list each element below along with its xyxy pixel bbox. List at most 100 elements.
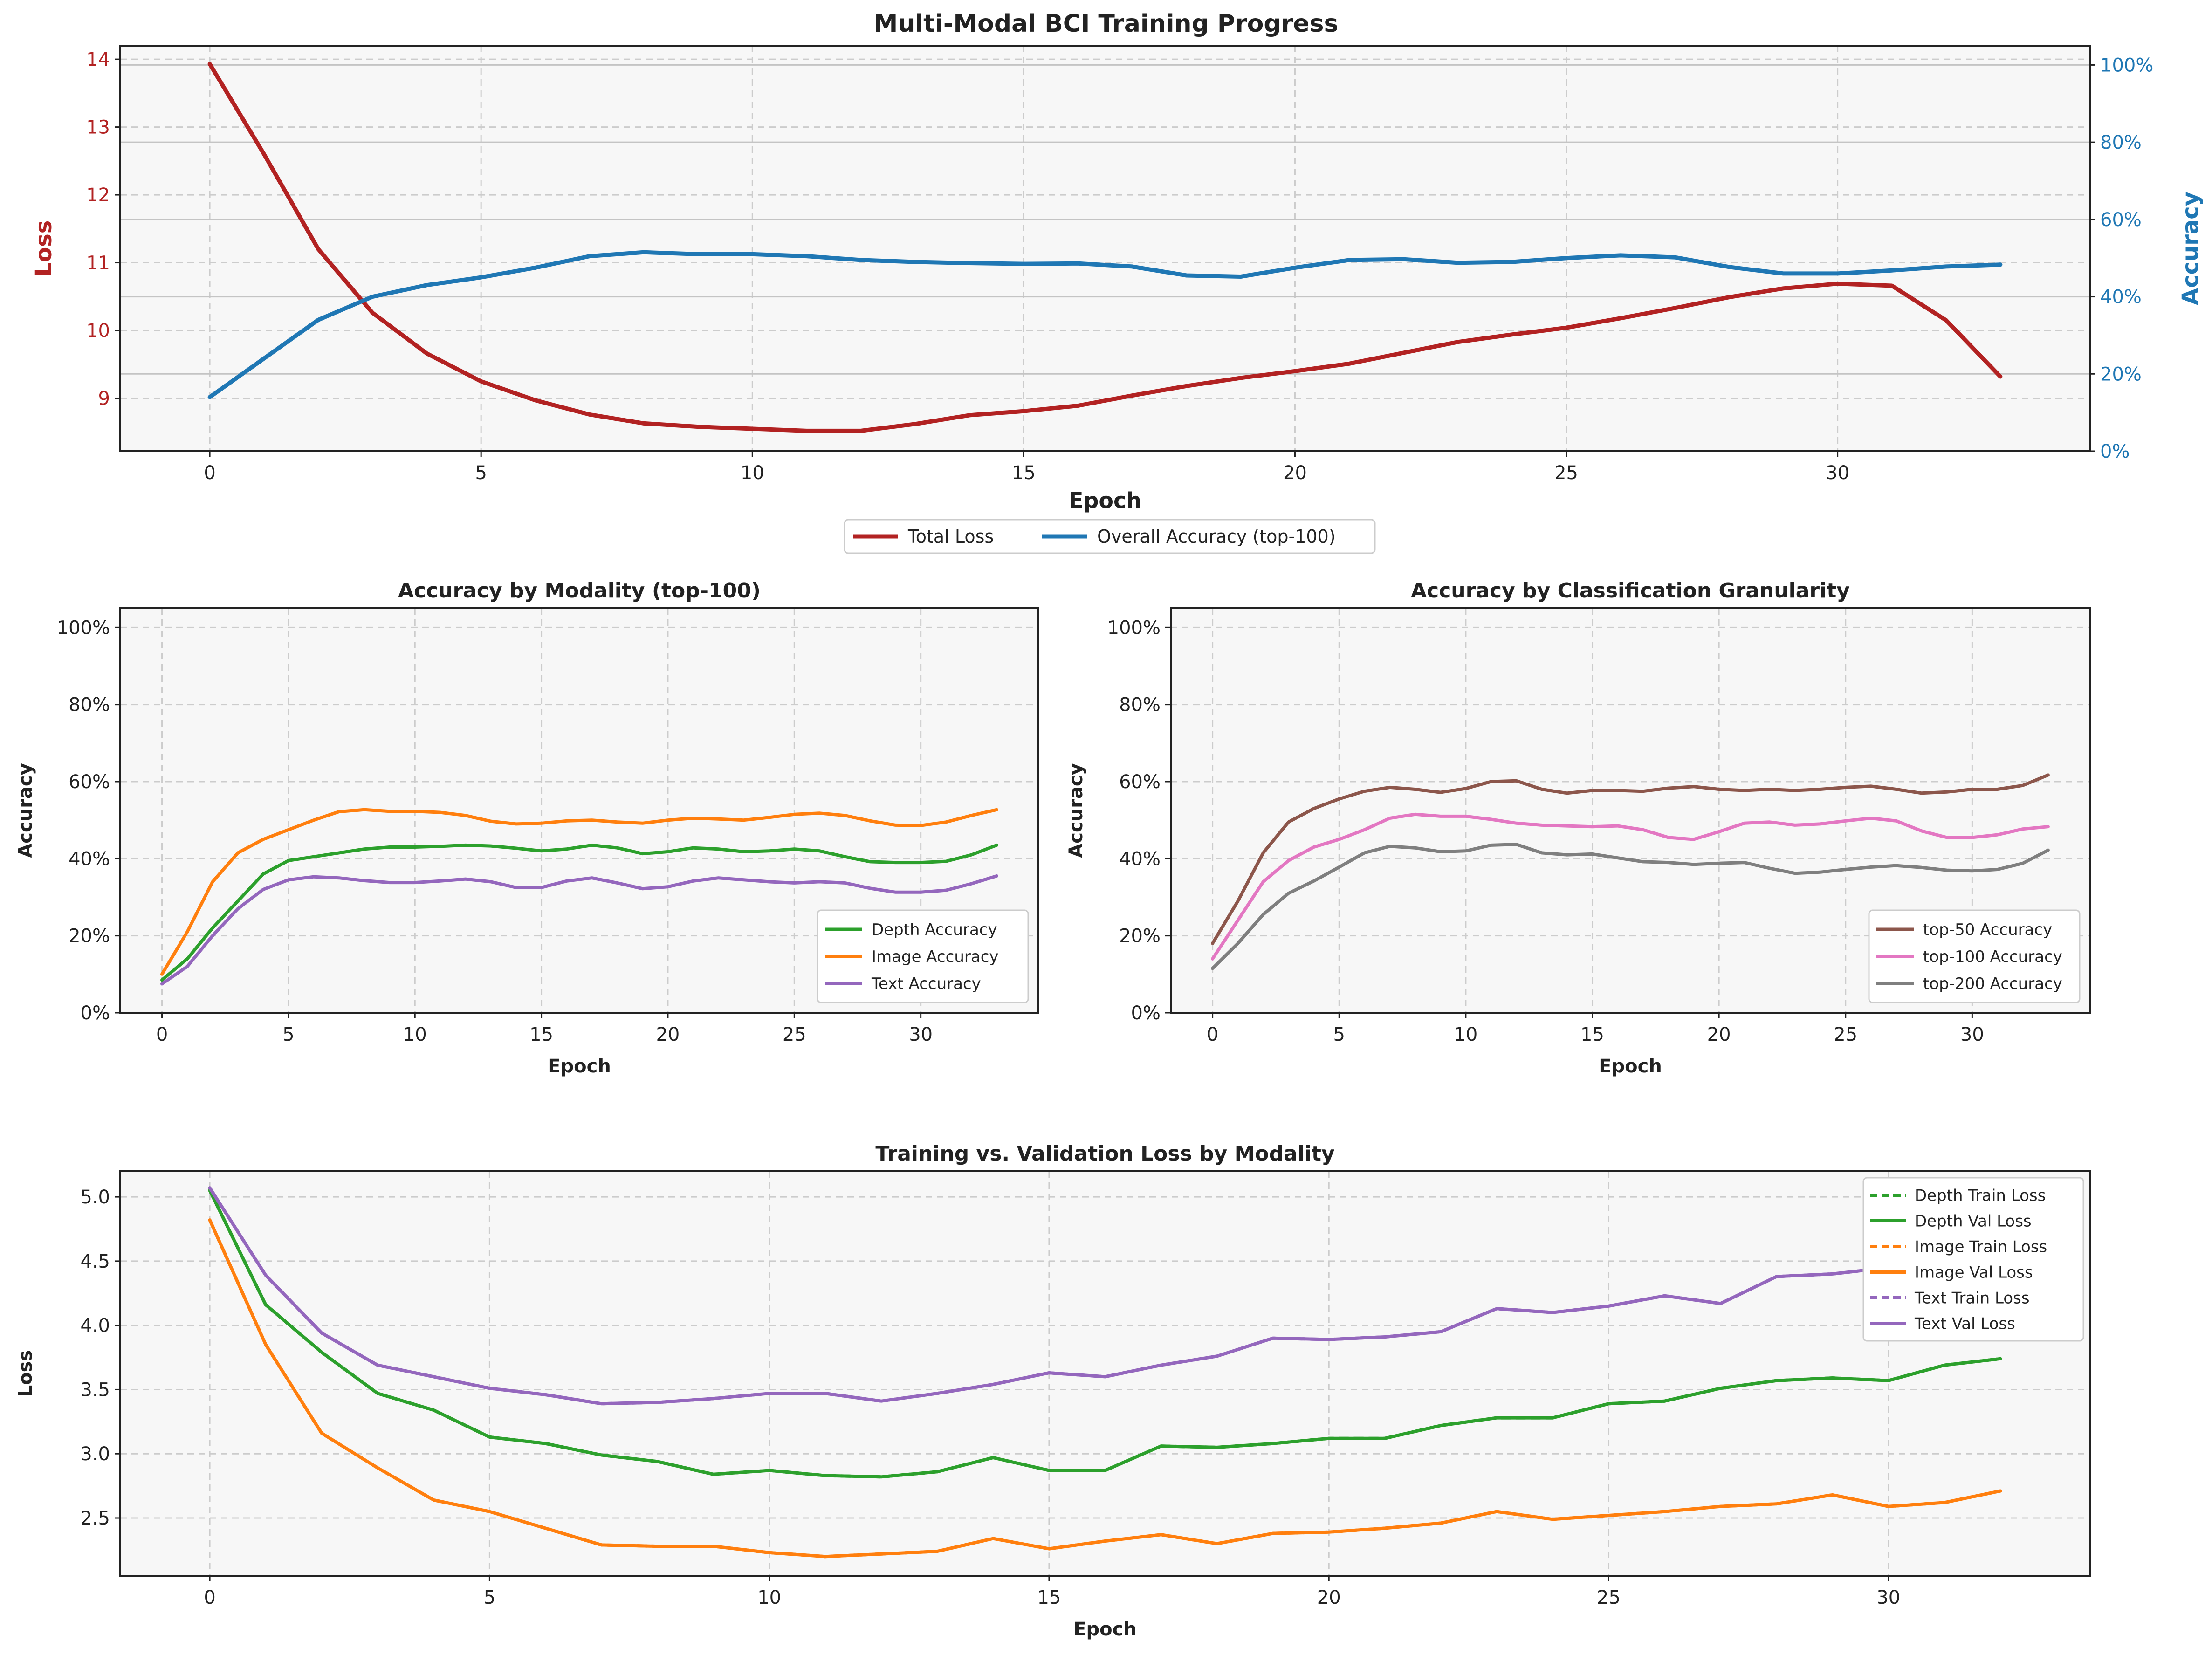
plot-frame xyxy=(119,45,2091,452)
legend-box xyxy=(844,519,1376,554)
charts: 0 5 10 15 20 25 30910111213140%20%40%60%80%100… xyxy=(15,45,2204,1640)
x-tick-label: 5 xyxy=(475,462,487,484)
x-tick-label: 30 xyxy=(909,1024,933,1045)
series-line-depth-val-loss xyxy=(208,1188,2002,1479)
legend-label-top-200-accuracy: top-200 Accuracy xyxy=(1923,975,2062,993)
x-tick-label: 20 xyxy=(1283,462,1307,484)
plot-frame xyxy=(1170,607,2091,1014)
legend-box xyxy=(1868,909,2081,1003)
x-tick-label: 10 xyxy=(741,462,764,484)
chart-title: Accuracy by Classification Granularity xyxy=(1411,579,1850,603)
x-tick-label: 25 xyxy=(1834,1024,1857,1045)
y-tick-label: 13 xyxy=(86,117,110,138)
x-tick-label: 0 xyxy=(204,462,215,484)
legend: Depth Train Loss Depth Val Loss Image Trai… xyxy=(1862,1177,2084,1342)
legend-label-image-train-loss: Image Train Loss xyxy=(1915,1238,2047,1257)
y-tick-label: 20% xyxy=(69,926,110,947)
x-tick-label: 10 xyxy=(403,1024,427,1045)
legend-label-image-val-loss: Image Val Loss xyxy=(1915,1264,2033,1282)
x-tick-label: 30 xyxy=(1960,1024,1984,1045)
y-tick-label: 14 xyxy=(86,49,110,70)
y-tick-label: 12 xyxy=(86,185,110,206)
chart-title: Accuracy by Modality (top-100) xyxy=(398,579,761,603)
right-y-tick-label: 60% xyxy=(2100,209,2142,231)
series-line-image-accuracy xyxy=(160,808,998,976)
legend-label-text-train-loss: Text Train Loss xyxy=(1914,1289,2030,1308)
x-tick-label: 0 xyxy=(156,1024,168,1045)
legend-label-depth-train-loss: Depth Train Loss xyxy=(1915,1187,2046,1205)
series-line-total-loss xyxy=(207,62,2003,433)
y-tick-label: 9 xyxy=(98,388,110,410)
chart-panel-3: 0 5 10 15 20 25 30 0% 20% 40% 60% 80% 100% Accuracy b… xyxy=(1065,579,2091,1077)
y-axis-label: Loss xyxy=(31,220,57,277)
right-y-tick-label: 40% xyxy=(2100,287,2142,308)
series-line-text-accuracy xyxy=(160,874,998,986)
right-y-tick-label: 80% xyxy=(2100,132,2142,153)
x-tick-label: 30 xyxy=(1826,462,1849,484)
legend-label-image-accuracy: Image Accuracy xyxy=(872,948,999,966)
legend-label-top-100-accuracy: top-100 Accuracy xyxy=(1923,948,2062,966)
legend-box xyxy=(817,909,1029,1003)
y-axis-label: Loss xyxy=(15,1350,36,1397)
series-line-depth-accuracy xyxy=(160,843,998,982)
y-tick-label: 80% xyxy=(69,694,110,716)
x-tick-label: 20 xyxy=(656,1024,680,1045)
y-tick-label: 3.5 xyxy=(80,1379,110,1401)
x-tick-label: 15 xyxy=(1037,1587,1061,1608)
x-tick-label: 25 xyxy=(1597,1587,1621,1608)
y-axis-label: Accuracy xyxy=(1065,763,1087,858)
y-tick-label: 60% xyxy=(1119,771,1161,793)
chart-panel-1: 0 5 10 15 20 25 30 9 10 11 12 13 14 0% 20% 40% 60% 80% 100… xyxy=(31,45,2204,554)
x-tick-label: 15 xyxy=(1012,462,1036,484)
series-line-top-200-accuracy xyxy=(1211,843,2050,970)
chart-title: Training vs. Validation Loss by Modality xyxy=(875,1142,1334,1166)
y-tick-label: 20% xyxy=(1119,926,1161,947)
y-tick-label: 80% xyxy=(1119,694,1161,716)
legend-label-top-50-accuracy: top-50 Accuracy xyxy=(1923,920,2052,939)
legend-label-depth-accuracy: Depth Accuracy xyxy=(872,920,997,939)
series-line-top-50-accuracy xyxy=(1211,773,2050,945)
y-tick-label: 10 xyxy=(86,320,110,342)
x-tick-label: 25 xyxy=(783,1024,806,1045)
x-tick-label: 5 xyxy=(1333,1024,1345,1045)
x-tick-label: 10 xyxy=(1454,1024,1477,1045)
x-tick-label: 15 xyxy=(529,1024,553,1045)
series-line-overall-accuracy-top-100 xyxy=(207,250,2003,399)
legend: Total Loss Overall Accuracy (top-100) xyxy=(844,519,1376,554)
y-tick-label: 100% xyxy=(1107,617,1161,639)
legend-box xyxy=(1862,1177,2084,1342)
y-tick-label: 0% xyxy=(81,1003,110,1024)
y-tick-label: 5.0 xyxy=(80,1187,110,1208)
right-y-tick-label: 0% xyxy=(2100,441,2130,462)
series-line-top-100-accuracy xyxy=(1211,812,2050,961)
legend-label-text-val-loss: Text Val Loss xyxy=(1914,1315,2015,1333)
x-tick-label: 5 xyxy=(282,1024,294,1045)
legend-label-overall-accuracy-top-100: Overall Accuracy (top-100) xyxy=(1097,526,1336,547)
chart-panel-4: 0 5 10 15 20 25 30 2.5 3.0 3.5 4.0 4.5 5.0 Training v… xyxy=(15,1142,2091,1640)
x-axis-label: Epoch xyxy=(1069,488,1141,513)
x-axis-label: Epoch xyxy=(1073,1619,1137,1640)
series-line-text-val-loss xyxy=(208,1186,2002,1406)
y-tick-label: 3.0 xyxy=(80,1443,110,1465)
plot-background xyxy=(120,1171,2090,1576)
x-tick-label: 30 xyxy=(1876,1587,1900,1608)
x-tick-label: 25 xyxy=(1554,462,1578,484)
chart-panel-2: 0 5 10 15 20 25 30 0% 20% 40% 60% 80% 100% Accuracy b… xyxy=(15,579,1039,1077)
legend-label-text-accuracy: Text Accuracy xyxy=(871,975,981,993)
legend-label-depth-val-loss: Depth Val Loss xyxy=(1915,1212,2032,1231)
y-tick-label: 40% xyxy=(69,848,110,870)
right-y-tick-label: 20% xyxy=(2100,364,2142,385)
y-tick-label: 4.5 xyxy=(80,1251,110,1272)
x-axis-label: Epoch xyxy=(1599,1056,1662,1077)
right-y-axis-label: Accuracy xyxy=(2178,192,2204,305)
y-tick-label: 60% xyxy=(69,771,110,793)
series-line-image-val-loss xyxy=(208,1218,2002,1559)
x-tick-label: 20 xyxy=(1317,1587,1341,1608)
y-tick-label: 0% xyxy=(1131,1003,1161,1024)
legend-label-total-loss: Total Loss xyxy=(907,526,994,547)
plot-frame xyxy=(119,1170,2091,1577)
legend: Depth Accuracy Image Accuracy Text Accurac… xyxy=(817,909,1029,1003)
y-tick-label: 100% xyxy=(57,617,110,639)
y-tick-label: 4.0 xyxy=(80,1315,110,1337)
x-tick-label: 15 xyxy=(1580,1024,1604,1045)
